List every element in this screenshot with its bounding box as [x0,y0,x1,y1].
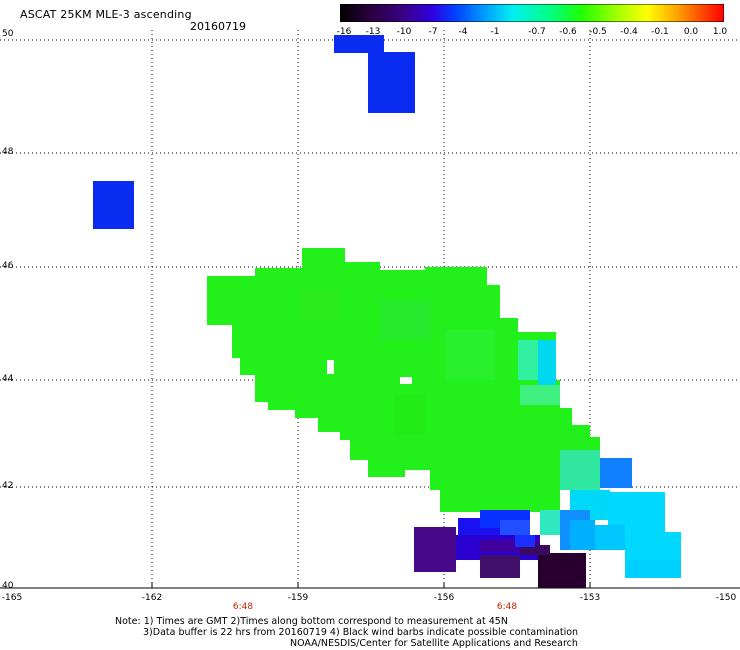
colorbar-label: -0.7 [528,27,546,37]
colorbar-label: -7 [428,27,438,37]
lat-label: 42 [2,481,14,491]
lon-label: -150 [715,593,737,603]
colorbar-label: -0.1 [651,27,669,37]
colorbar-gradient [340,4,724,22]
note-line-2: 3)Data buffer is 22 hrs from 20160719 4)… [143,627,579,638]
lon-label: -156 [433,593,455,603]
lat-label: 50 [2,29,14,39]
graticule [0,30,740,588]
colorbar-label: -1 [490,27,500,37]
colorbar-label: -0.4 [620,27,638,37]
map-title: ASCAT 25KM MLE-3 ascending [20,8,192,21]
lat-label: 44 [2,374,14,384]
colorbar-label: 0.0 [683,27,699,37]
lon-label: -159 [287,593,309,603]
map-date: 20160719 [190,20,246,33]
lat-label: 46 [2,261,14,271]
colorbar-label: -13 [365,27,381,37]
lon-label: -153 [579,593,601,603]
lon-label: -162 [141,593,163,603]
colorbar-label: 1.0 [712,27,728,37]
colorbar-label: -4 [458,27,468,37]
lon-label: -165 [1,593,23,603]
colorbar-label: -16 [336,27,352,37]
colorbar-label: -0.6 [559,27,577,37]
colorbar-label: -10 [396,27,412,37]
note-line-3: NOAA/NESDIS/Center for Satellite Applica… [290,638,578,649]
time-label: 6:48 [232,602,254,612]
lat-label: 40 [2,581,14,591]
wind-swath [93,35,681,588]
axis-ticks [151,583,591,588]
colorbar-label: -0.5 [589,27,607,37]
time-label: 6:48 [496,602,518,612]
note-line-1: Note: 1) Times are GMT 2)Times along bot… [115,616,508,627]
lat-label: 48 [2,147,14,157]
